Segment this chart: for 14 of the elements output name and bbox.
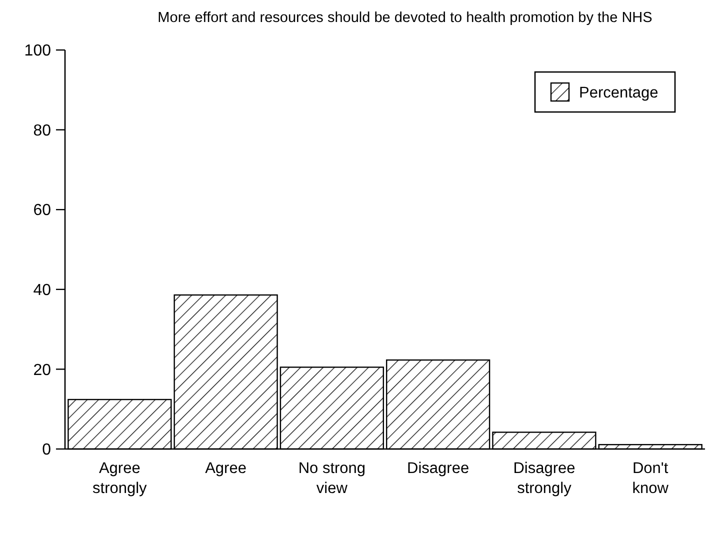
chart-title: More effort and resources should be devoted to health promotion by the NHS	[158, 10, 652, 26]
x-tick-label: Disagree strongly	[513, 460, 576, 497]
x-tick-label: Disagree	[407, 460, 470, 477]
y-tick-label: 40	[33, 282, 52, 299]
y-tick-label: 60	[33, 202, 52, 220]
y-tick-label: 20	[33, 362, 52, 379]
y-tick-label: 80	[33, 122, 52, 140]
x-tick-label: Agree	[205, 460, 246, 477]
y-tick-label: 100	[24, 42, 52, 60]
legend-label: Percentage	[579, 84, 658, 102]
x-tick-label: No strong view	[298, 460, 366, 497]
x-tick-label: Agree strongly	[92, 460, 148, 497]
y-tick-label: 0	[42, 442, 52, 459]
x-tick-label: Don't know	[632, 460, 670, 497]
